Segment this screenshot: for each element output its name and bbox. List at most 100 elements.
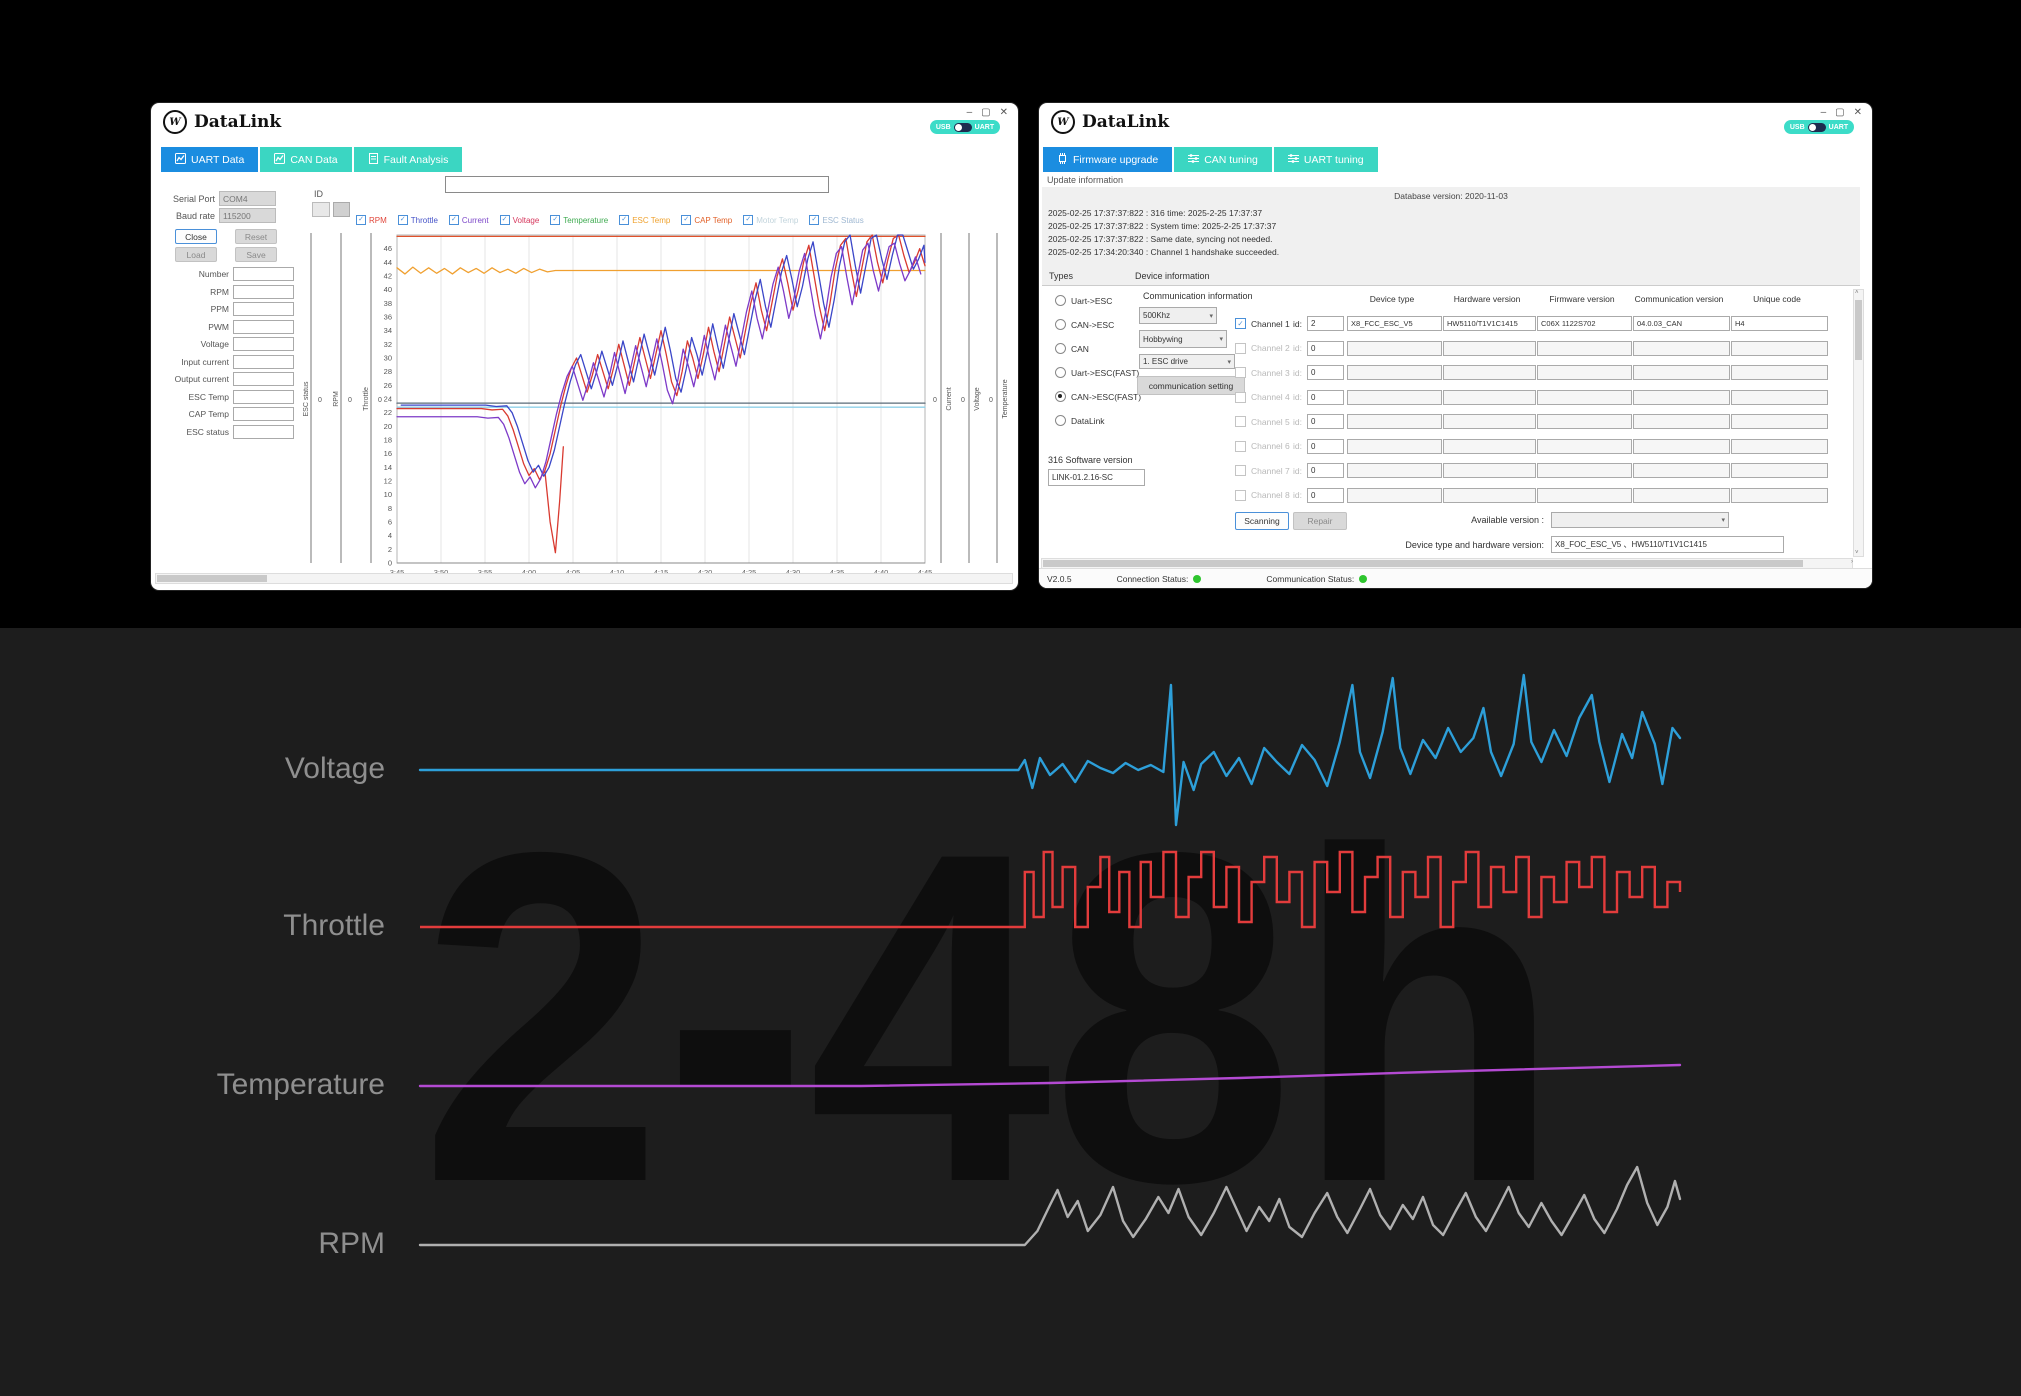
channel-id-input[interactable]: 0 bbox=[1307, 340, 1344, 356]
checkbox-icon[interactable]: ✓ bbox=[356, 215, 366, 225]
cell-hardware-version[interactable] bbox=[1443, 487, 1536, 503]
close-button[interactable]: Close bbox=[175, 229, 217, 244]
close-icon[interactable]: ✕ bbox=[1853, 107, 1862, 118]
id-input[interactable] bbox=[312, 202, 330, 217]
field-input-ppm[interactable] bbox=[233, 302, 294, 316]
sw-version-value[interactable]: LINK-01.2.16-SC bbox=[1048, 469, 1145, 486]
legend-item-motor-temp[interactable]: ✓ Motor Temp bbox=[743, 215, 798, 225]
channel-id-input[interactable]: 0 bbox=[1307, 487, 1344, 503]
radio-icon[interactable] bbox=[1055, 319, 1066, 330]
cell-device-type[interactable] bbox=[1347, 414, 1442, 429]
legend-item-throttle[interactable]: ✓ Throttle bbox=[397, 215, 438, 225]
tab-uart-data[interactable]: UART Data bbox=[161, 147, 259, 172]
radio-icon[interactable] bbox=[1055, 295, 1066, 306]
cell-device-type[interactable] bbox=[1347, 487, 1442, 503]
tab-fault-analysis[interactable]: Fault Analysis bbox=[353, 147, 463, 172]
usb-uart-toggle[interactable]: USB UART bbox=[1784, 120, 1854, 134]
cell-communication-version[interactable] bbox=[1633, 414, 1730, 429]
minimize-icon[interactable]: – bbox=[966, 107, 973, 118]
tab-can-tuning[interactable]: CAN tuning bbox=[1174, 147, 1272, 172]
channel-id-input[interactable]: 0 bbox=[1307, 389, 1344, 405]
scroll-up-icon[interactable]: ˄ bbox=[1855, 290, 1859, 296]
checkbox-icon[interactable]: ✓ bbox=[499, 215, 510, 225]
radio-icon[interactable] bbox=[1055, 391, 1066, 402]
telemetry-chart[interactable]: 3:45 3:50 3:55 4:00 4:05 4:10 4:15 4:20 4:25 4:30… bbox=[301, 229, 1017, 583]
radio-can[interactable]: CAN bbox=[1055, 343, 1089, 354]
maximize-icon[interactable]: ▢ bbox=[981, 107, 991, 118]
usb-uart-toggle[interactable]: USB UART bbox=[930, 120, 1000, 134]
radio-datalink[interactable]: DataLink bbox=[1055, 415, 1105, 426]
reset-button[interactable]: Reset bbox=[235, 229, 277, 244]
scroll-down-icon[interactable]: ˅ bbox=[1855, 550, 1859, 556]
checkbox-icon[interactable]: ✓ bbox=[681, 215, 692, 225]
legend-item-esc-temp[interactable]: ✓ ESC Temp bbox=[619, 215, 670, 225]
cell-communication-version[interactable] bbox=[1633, 463, 1730, 478]
cell-communication-version[interactable] bbox=[1633, 389, 1730, 405]
toggle-switch[interactable] bbox=[1807, 122, 1826, 132]
checkbox-icon[interactable]: ✓ bbox=[743, 215, 754, 225]
devhw-value[interactable]: X8_FOC_ESC_V5 、HW5110/T1V1C1415 bbox=[1551, 536, 1784, 553]
field-input-voltage[interactable] bbox=[233, 337, 294, 351]
scanning-button[interactable]: Scanning bbox=[1235, 512, 1289, 530]
minimize-icon[interactable]: – bbox=[1820, 107, 1827, 118]
channel-id-input[interactable]: 0 bbox=[1307, 463, 1344, 478]
field-input-pwm[interactable] bbox=[233, 319, 294, 334]
drive-dropdown[interactable]: 1. ESC drive ▾ bbox=[1139, 354, 1235, 369]
cell-unique-code[interactable] bbox=[1731, 365, 1828, 380]
checkbox-icon[interactable]: ✓ bbox=[1235, 416, 1246, 427]
scrollbar-thumb[interactable] bbox=[157, 575, 267, 582]
scroll-right-icon[interactable]: › bbox=[1851, 559, 1853, 565]
cell-hardware-version[interactable] bbox=[1443, 414, 1536, 429]
field-input-number[interactable] bbox=[233, 267, 294, 281]
cell-hardware-version[interactable] bbox=[1443, 389, 1536, 405]
field-input-esc-status[interactable] bbox=[233, 424, 294, 439]
cell-device-type[interactable]: X8_FCC_ESC_V5 bbox=[1347, 316, 1442, 331]
filter-input[interactable] bbox=[445, 176, 829, 193]
channel-id-input[interactable]: 0 bbox=[1307, 414, 1344, 429]
cell-hardware-version[interactable]: HW5110/T1V1C1415 bbox=[1443, 316, 1536, 331]
scrollbar-thumb[interactable] bbox=[1855, 300, 1862, 360]
field-input-cap-temp[interactable] bbox=[233, 407, 294, 421]
cell-device-type[interactable] bbox=[1347, 389, 1442, 405]
brand-dropdown[interactable]: Hobbywing ▾ bbox=[1139, 330, 1227, 348]
load-button[interactable]: Load bbox=[175, 247, 217, 262]
radio-can-esc-fast-[interactable]: CAN->ESC(FAST) bbox=[1055, 391, 1141, 402]
repair-button[interactable]: Repair bbox=[1293, 512, 1347, 530]
checkbox-icon[interactable]: ✓ bbox=[448, 215, 459, 225]
cell-firmware-version[interactable] bbox=[1537, 438, 1632, 454]
cell-firmware-version[interactable] bbox=[1537, 389, 1632, 405]
cell-unique-code[interactable] bbox=[1731, 463, 1828, 478]
radio-uart-esc-fast-[interactable]: Uart->ESC(FAST) bbox=[1055, 367, 1139, 378]
radio-icon[interactable] bbox=[1055, 367, 1066, 378]
checkbox-icon[interactable]: ✓ bbox=[1235, 489, 1246, 501]
checkbox-icon[interactable]: ✓ bbox=[1235, 318, 1246, 329]
cell-firmware-version[interactable] bbox=[1537, 365, 1632, 380]
cell-device-type[interactable] bbox=[1347, 463, 1442, 478]
channel-id-input[interactable]: 0 bbox=[1307, 365, 1344, 380]
maximize-icon[interactable]: ▢ bbox=[1835, 107, 1845, 118]
cell-communication-version[interactable] bbox=[1633, 340, 1730, 356]
frequency-dropdown[interactable]: 500Khz ▾ bbox=[1139, 307, 1217, 324]
cell-device-type[interactable] bbox=[1347, 438, 1442, 454]
cell-hardware-version[interactable] bbox=[1443, 365, 1536, 380]
close-icon[interactable]: ✕ bbox=[999, 107, 1008, 118]
toggle-switch[interactable] bbox=[953, 122, 972, 132]
cell-unique-code[interactable] bbox=[1731, 389, 1828, 405]
cell-firmware-version[interactable] bbox=[1537, 487, 1632, 503]
cell-unique-code[interactable] bbox=[1731, 487, 1828, 503]
radio-icon[interactable] bbox=[1055, 343, 1066, 354]
field-input-input-current[interactable] bbox=[233, 354, 294, 369]
checkbox-icon[interactable]: ✓ bbox=[619, 215, 630, 225]
legend-item-voltage[interactable]: ✓ Voltage bbox=[499, 215, 539, 225]
scrollbar-thumb[interactable] bbox=[1043, 560, 1803, 567]
legend-item-cap-temp[interactable]: ✓ CAP Temp bbox=[681, 215, 732, 225]
tab-firmware-upgrade[interactable]: Firmware upgrade bbox=[1043, 147, 1173, 172]
cell-unique-code[interactable] bbox=[1731, 438, 1828, 454]
cell-unique-code[interactable] bbox=[1731, 414, 1828, 429]
tab-uart-tuning[interactable]: UART tuning bbox=[1273, 147, 1378, 172]
legend-item-temperature[interactable]: ✓ Temperature bbox=[550, 215, 608, 225]
cell-firmware-version[interactable] bbox=[1537, 463, 1632, 478]
channel-id-input[interactable]: 2 bbox=[1307, 316, 1344, 331]
cell-hardware-version[interactable] bbox=[1443, 438, 1536, 454]
cell-communication-version[interactable] bbox=[1633, 438, 1730, 454]
